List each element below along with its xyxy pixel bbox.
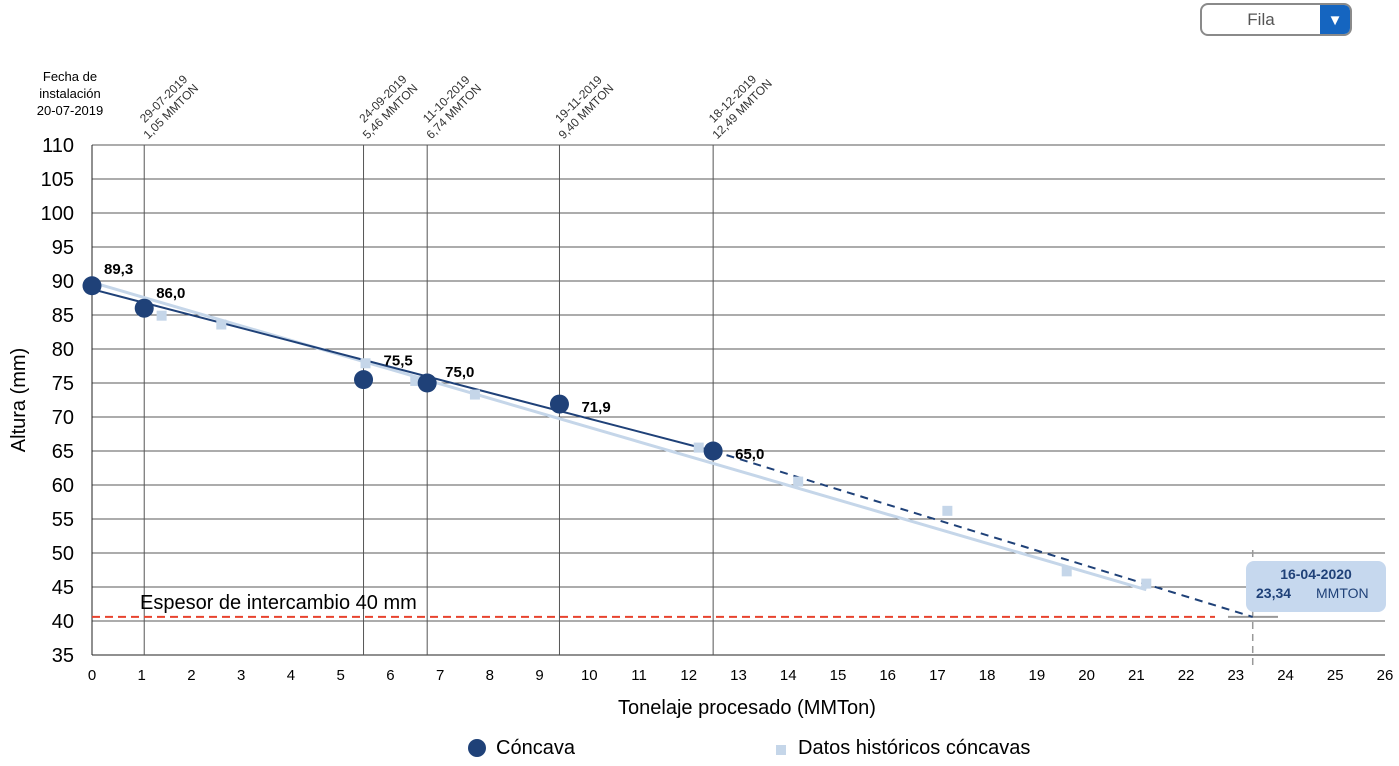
- install-date-label: 20-07-2019: [37, 103, 104, 118]
- threshold-label: Espesor de intercambio 40 mm: [140, 592, 417, 614]
- legend-label-historicos: Datos históricos cóncavas: [798, 736, 1031, 759]
- y-tick-label: 85: [52, 305, 74, 327]
- concava-point: [82, 276, 102, 296]
- x-tick-label: 16: [879, 667, 896, 684]
- legend-item-historicos: Datos históricos cóncavas: [776, 735, 1030, 761]
- x-tick-label: 15: [830, 667, 847, 684]
- trend-line-historicos: [91, 280, 1147, 592]
- data-label: 65,0: [735, 446, 764, 463]
- legend-square-marker: [776, 745, 786, 755]
- historic-point: [216, 319, 227, 330]
- historic-point: [1141, 578, 1152, 589]
- x-tick-label: 23: [1227, 667, 1244, 684]
- y-axis-title: Altura (mm): [8, 348, 30, 452]
- historic-point: [469, 389, 480, 400]
- historic-point: [942, 505, 953, 516]
- y-tick-label: 80: [52, 339, 74, 361]
- x-tick-label: 14: [780, 667, 797, 684]
- x-tick-label: 10: [581, 667, 598, 684]
- y-tick-label: 50: [52, 543, 74, 565]
- y-tick-label: 90: [52, 271, 74, 293]
- x-tick-label: 3: [237, 667, 245, 684]
- trend-line-concava: [91, 288, 714, 452]
- data-label: 75,0: [445, 364, 474, 381]
- x-tick-label: 5: [336, 667, 344, 684]
- y-tick-label: 100: [41, 203, 74, 225]
- x-tick-label: 26: [1377, 667, 1394, 684]
- projection-unit: MMTON: [1316, 585, 1369, 601]
- historic-point: [1061, 566, 1072, 577]
- legend-circle-marker: [468, 739, 486, 757]
- x-tick-label: 24: [1277, 667, 1294, 684]
- data-label: 75,5: [384, 353, 413, 370]
- x-tick-label: 8: [486, 667, 494, 684]
- legend-label-concava: Cóncava: [496, 736, 575, 759]
- projection-callout: 16-04-2020 23,34 MMTON: [1246, 561, 1386, 612]
- x-tick-label: 4: [287, 667, 295, 684]
- historic-point: [360, 358, 371, 369]
- y-tick-label: 45: [52, 577, 74, 599]
- x-tick-label: 11: [631, 667, 647, 684]
- y-tick-label: 105: [41, 169, 74, 191]
- fila-dropdown[interactable]: Fila ▼: [1200, 3, 1352, 36]
- x-tick-label: 2: [187, 667, 195, 684]
- concava-point: [549, 394, 569, 414]
- data-label: 71,9: [581, 399, 610, 416]
- projection-line: [712, 450, 1254, 618]
- x-tick-label: 12: [680, 667, 697, 684]
- x-tick-label: 18: [979, 667, 996, 684]
- historic-point: [693, 442, 704, 453]
- y-tick-label: 55: [52, 509, 74, 531]
- y-tick-label: 75: [52, 373, 74, 395]
- y-tick-label: 65: [52, 441, 74, 463]
- y-tick-label: 95: [52, 237, 74, 259]
- x-tick-label: 6: [386, 667, 394, 684]
- projection-date: 16-04-2020: [1280, 566, 1352, 582]
- concava-point: [417, 373, 437, 393]
- x-tick-label: 21: [1128, 667, 1145, 684]
- legend-item-concava: Cóncava: [468, 735, 575, 761]
- concava-point: [703, 441, 723, 461]
- y-tick-label: 60: [52, 475, 74, 497]
- install-date-label: Fecha de: [43, 69, 97, 84]
- install-date-label: instalación: [39, 86, 100, 101]
- x-tick-label: 13: [730, 667, 747, 684]
- y-tick-label: 35: [52, 645, 74, 667]
- x-tick-label: 9: [535, 667, 543, 684]
- x-axis-title: Tonelaje procesado (MMTon): [618, 697, 876, 719]
- y-tick-label: 40: [52, 611, 74, 633]
- x-tick-label: 1: [138, 667, 146, 684]
- historic-point: [793, 476, 804, 487]
- x-tick-label: 19: [1029, 667, 1046, 684]
- fila-dropdown-label: Fila: [1247, 10, 1275, 29]
- projection-value: 23,34: [1256, 585, 1292, 601]
- historic-point: [156, 310, 167, 321]
- x-tick-label: 0: [88, 667, 96, 684]
- data-label: 86,0: [156, 285, 185, 302]
- x-tick-label: 7: [436, 667, 444, 684]
- data-label: 89,3: [104, 261, 133, 278]
- x-tick-label: 20: [1078, 667, 1095, 684]
- chevron-down-icon[interactable]: ▼: [1320, 5, 1350, 34]
- historic-point: [410, 375, 421, 386]
- x-tick-label: 25: [1327, 667, 1344, 684]
- x-tick-label: 22: [1178, 667, 1195, 684]
- y-tick-label: 70: [52, 407, 74, 429]
- x-tick-label: 17: [929, 667, 946, 684]
- concava-point: [354, 370, 374, 390]
- y-tick-label: 110: [42, 135, 74, 157]
- concava-point: [134, 298, 154, 318]
